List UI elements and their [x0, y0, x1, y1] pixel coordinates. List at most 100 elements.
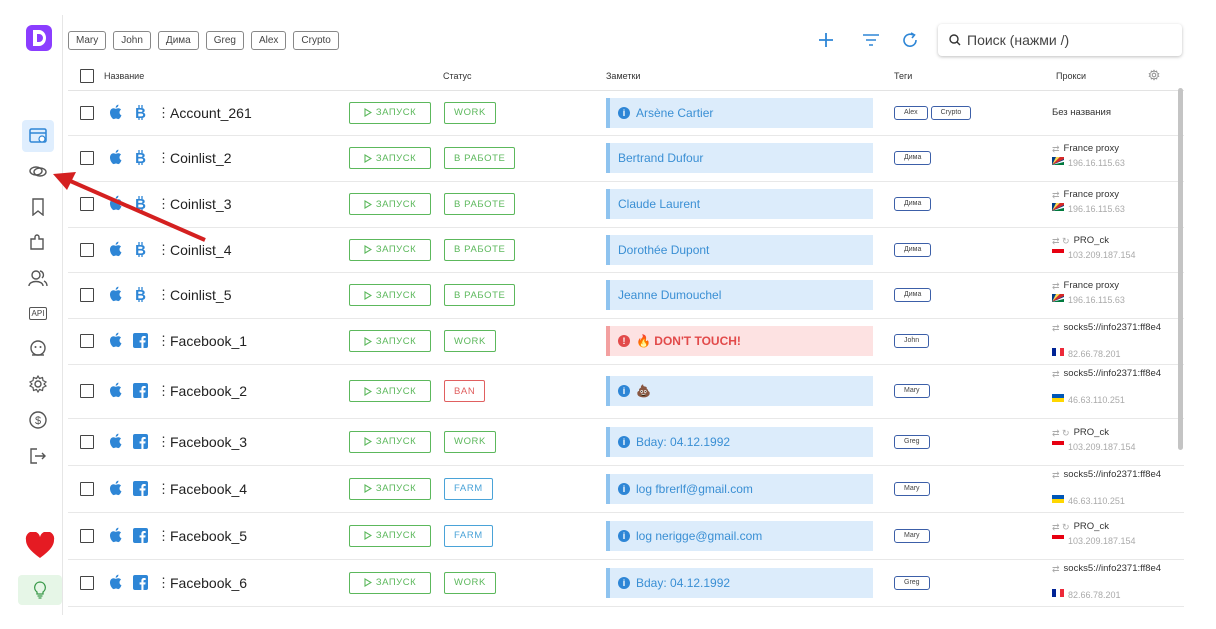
status-badge[interactable]: WORK	[444, 330, 496, 352]
row-menu-icon[interactable]: ⋮	[157, 150, 170, 165]
proxy-cell[interactable]: ⇄ socks5://info2371:ff8e4 82.66.78.201	[1052, 322, 1161, 360]
launch-button[interactable]: ЗАПУСК	[349, 430, 431, 453]
column-notes[interactable]: Заметки	[606, 71, 641, 81]
column-tags[interactable]: Теги	[894, 71, 913, 81]
table-row[interactable]: B ⋮ Coinlist_2 ЗАПУСК В РАБОТЕ Bertrand Dufou…	[68, 135, 1184, 182]
row-menu-icon[interactable]: ⋮	[157, 287, 170, 302]
launch-button[interactable]: ЗАПУСК	[349, 101, 431, 124]
launch-button[interactable]: ЗАПУСК	[349, 330, 431, 352]
status-badge[interactable]: BAN	[444, 380, 486, 402]
profile-name[interactable]: Facebook_2	[170, 383, 248, 399]
note-cell[interactable]: Bertrand Dufour	[606, 143, 873, 173]
row-menu-icon[interactable]: ⋮	[157, 433, 170, 449]
launch-button[interactable]: ЗАПУСК	[349, 477, 431, 500]
settings-icon[interactable]	[24, 370, 52, 398]
lightbulb-icon[interactable]	[18, 575, 62, 605]
bookmark-icon[interactable]	[24, 193, 52, 221]
proxy-cell[interactable]: ⇄ France proxy 196.16.115.63	[1052, 143, 1125, 169]
row-checkbox[interactable]	[80, 575, 94, 590]
launch-button[interactable]: ЗАПУСК	[349, 524, 431, 547]
tag-badge[interactable]: Дима	[894, 197, 932, 211]
note-cell[interactable]: ! 🔥 DON'T TOUCH!	[606, 326, 873, 356]
launch-button[interactable]: ЗАПУСК	[349, 571, 431, 594]
row-menu-icon[interactable]: ⋮	[157, 527, 170, 543]
dollar-icon[interactable]: $	[24, 406, 52, 434]
puzzle-icon[interactable]	[24, 228, 52, 256]
filter-chip[interactable]: Alex	[250, 31, 287, 50]
row-checkbox[interactable]	[80, 384, 94, 398]
column-name[interactable]: Название	[104, 71, 145, 81]
filter-chip[interactable]: John	[113, 31, 151, 50]
note-cell[interactable]: i Bday: 04.12.1992	[606, 568, 873, 598]
status-badge[interactable]: В РАБОТЕ	[444, 147, 516, 169]
note-cell[interactable]: i log nerigge@gmail.com	[606, 521, 873, 551]
filter-chip[interactable]: Crypto	[293, 31, 339, 50]
row-checkbox[interactable]	[80, 242, 94, 257]
proxy-cell[interactable]: ⇄ socks5://info2371:ff8e4 82.66.78.201	[1052, 563, 1161, 601]
status-badge[interactable]: В РАБОТЕ	[444, 193, 516, 215]
add-icon[interactable]	[815, 29, 837, 51]
row-checkbox[interactable]	[80, 105, 94, 120]
profile-name[interactable]: Facebook_5	[170, 527, 248, 544]
table-row[interactable]: B ⋮ Coinlist_3 ЗАПУСК В РАБОТЕ Claude Laurent…	[68, 181, 1184, 228]
row-checkbox[interactable]	[80, 197, 94, 211]
proxy-cell[interactable]: Без названия	[1052, 107, 1111, 119]
tag-badge[interactable]: Mary	[894, 528, 930, 543]
column-settings-icon[interactable]	[1148, 69, 1160, 81]
proxy-cell[interactable]: ⇄ France proxy 196.16.115.63	[1052, 189, 1125, 215]
proxy-cell[interactable]: ⇄ ↻ PRO_ck 103.209.187.154	[1052, 235, 1136, 261]
filter-chip[interactable]: Mary	[68, 31, 107, 50]
row-checkbox[interactable]	[80, 151, 94, 165]
app-logo[interactable]	[26, 25, 52, 51]
users-icon[interactable]	[24, 264, 52, 292]
tag-badge[interactable]: Mary	[894, 384, 930, 398]
profile-name[interactable]: Facebook_3	[170, 433, 248, 450]
profile-name[interactable]: Coinlist_2	[170, 150, 232, 166]
status-badge[interactable]: WORK	[444, 101, 496, 124]
proxy-cell[interactable]: ⇄ France proxy 196.16.115.63	[1052, 280, 1125, 306]
table-row[interactable]: ⋮ Facebook_4 ЗАПУСК FARM i log fbrerlf@gmail.…	[68, 465, 1184, 513]
row-menu-icon[interactable]: ⋮	[157, 241, 170, 257]
row-menu-icon[interactable]: ⋮	[157, 333, 170, 348]
launch-button[interactable]: ЗАПУСК	[349, 284, 431, 306]
heart-icon[interactable]	[25, 531, 55, 560]
table-row[interactable]: ⋮ Facebook_5 ЗАПУСК FARM i log nerigge@gmail.…	[68, 512, 1184, 560]
api-icon[interactable]: API	[24, 299, 52, 327]
launch-button[interactable]: ЗАПУСК	[349, 238, 431, 261]
launch-button[interactable]: ЗАПУСК	[349, 380, 431, 402]
tag-badge[interactable]: Greg	[894, 434, 930, 449]
column-status[interactable]: Статус	[443, 71, 472, 81]
filter-chip[interactable]: Дима	[157, 31, 199, 50]
note-cell[interactable]: i log fbrerlf@gmail.com	[606, 474, 873, 504]
row-menu-icon[interactable]: ⋮	[157, 383, 170, 398]
note-cell[interactable]: i Bday: 04.12.1992	[606, 427, 873, 457]
profile-name[interactable]: Facebook_1	[170, 333, 248, 349]
table-row[interactable]: B ⋮ Coinlist_5 ЗАПУСК В РАБОТЕ Jeanne Dumouch…	[68, 272, 1184, 319]
row-menu-icon[interactable]: ⋮	[157, 574, 170, 590]
chain-link-icon[interactable]	[24, 157, 52, 185]
logout-icon[interactable]	[24, 442, 52, 470]
proxy-cell[interactable]: ⇄ ↻ PRO_ck 103.209.187.154	[1052, 427, 1136, 453]
proxy-cell[interactable]: ⇄ socks5://info2371:ff8e4 46.63.110.251	[1052, 469, 1161, 507]
table-row[interactable]: ⋮ Facebook_3 ЗАПУСК WORK i Bday: 04.12.1992 Gr…	[68, 418, 1184, 466]
proxy-cell[interactable]: ⇄ ↻ PRO_ck 103.209.187.154	[1052, 521, 1136, 547]
status-badge[interactable]: В РАБОТЕ	[444, 238, 516, 261]
profile-name[interactable]: Account_261	[170, 104, 252, 121]
tag-badge[interactable]: Дима	[894, 151, 932, 165]
select-all-checkbox[interactable]	[80, 69, 94, 83]
table-row[interactable]: ⋮ Facebook_2 ЗАПУСК BAN i 💩 Mary ⇄ socks5://info…	[68, 364, 1184, 419]
scrollbar[interactable]	[1178, 88, 1183, 450]
status-badge[interactable]: В РАБОТЕ	[444, 284, 516, 306]
table-row[interactable]: ⋮ Facebook_1 ЗАПУСК WORK! 🔥 DON'T TOUCH! John…	[68, 318, 1184, 365]
row-menu-icon[interactable]: ⋮	[157, 104, 170, 120]
row-checkbox[interactable]	[80, 481, 94, 496]
status-badge[interactable]: WORK	[444, 430, 496, 453]
profile-name[interactable]: Coinlist_3	[170, 196, 232, 212]
launch-button[interactable]: ЗАПУСК	[349, 193, 431, 215]
note-cell[interactable]: Claude Laurent	[606, 189, 873, 219]
status-badge[interactable]: FARM	[444, 524, 493, 547]
status-badge[interactable]: FARM	[444, 477, 493, 500]
profile-name[interactable]: Coinlist_5	[170, 287, 232, 303]
status-badge[interactable]: WORK	[444, 571, 496, 594]
tag-badge[interactable]: Дима	[894, 242, 932, 257]
